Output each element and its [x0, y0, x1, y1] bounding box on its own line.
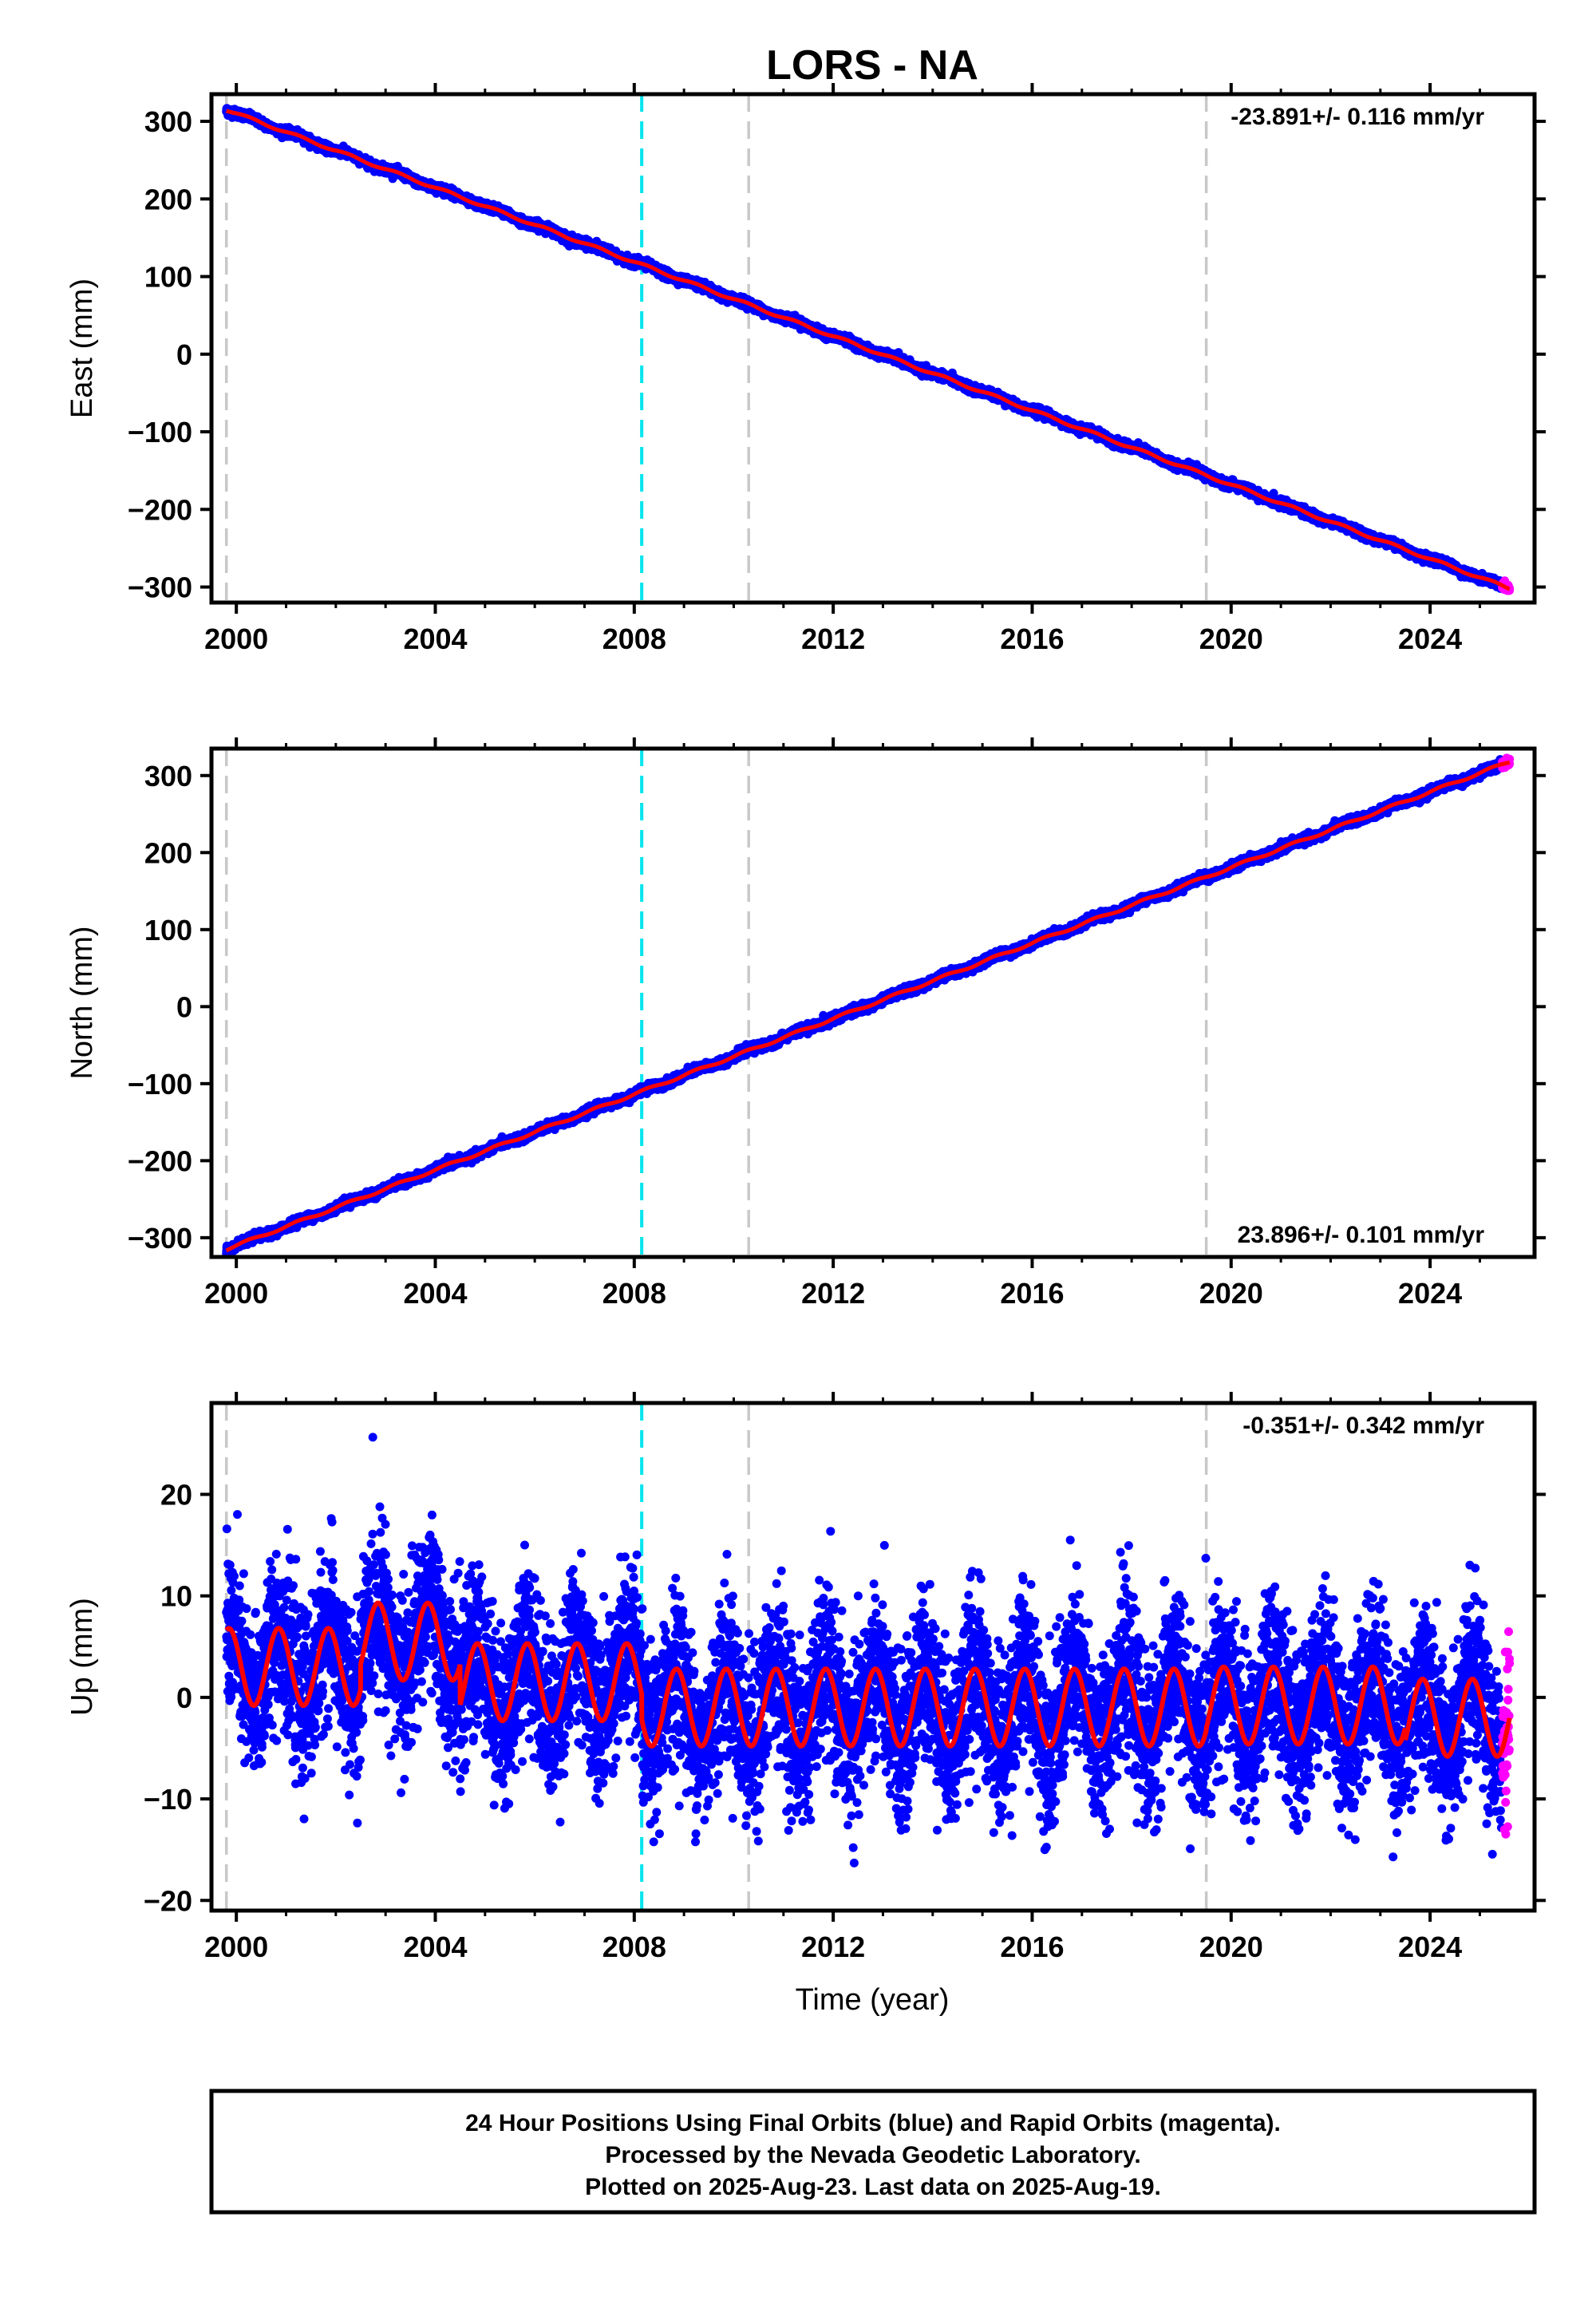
- chart-title: LORS - NA: [766, 42, 978, 89]
